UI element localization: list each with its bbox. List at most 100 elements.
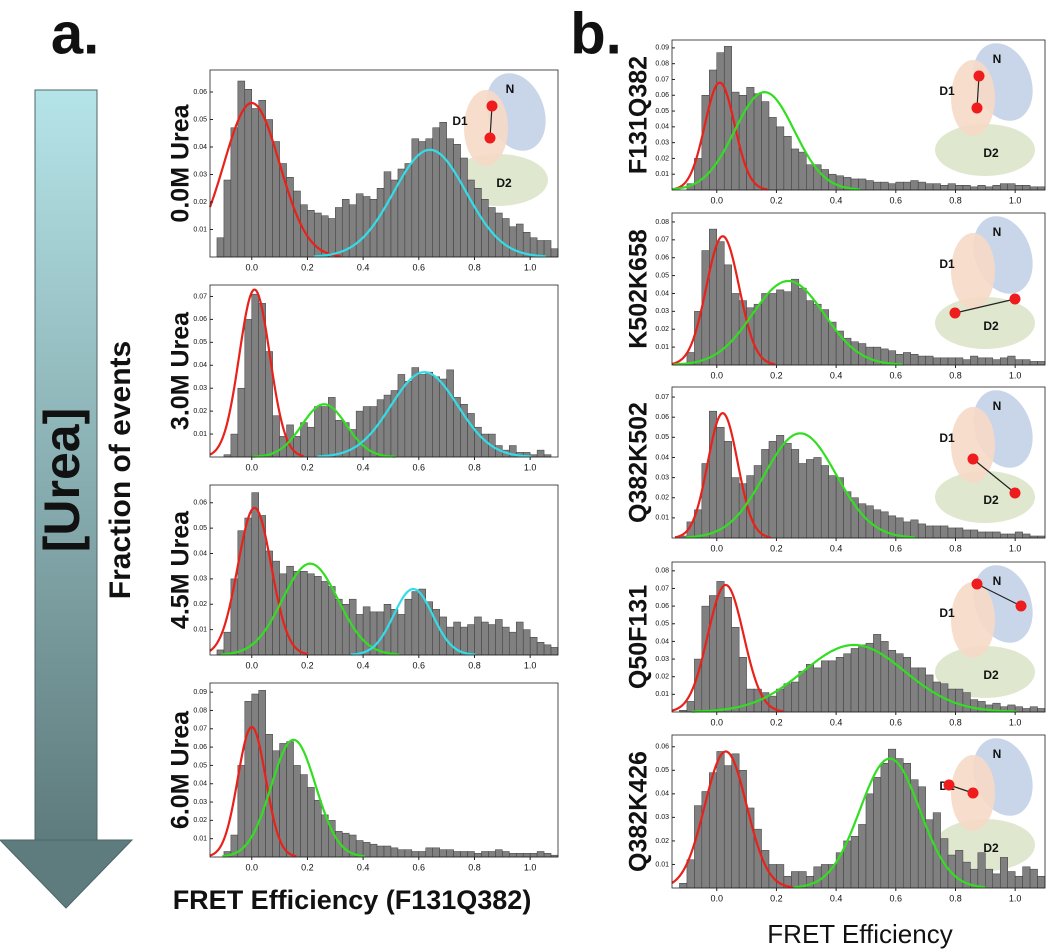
bar (1022, 708, 1031, 713)
y-tick-label: 0.02 (655, 838, 669, 845)
bar (731, 627, 740, 713)
bar (230, 578, 239, 656)
bar (880, 762, 889, 889)
domain-d2 (935, 471, 1035, 523)
x-tick-label: 1.0 (1009, 543, 1022, 553)
inset-label: D2 (983, 668, 999, 682)
y-tick-label: 0.07 (655, 394, 669, 401)
bar (903, 657, 911, 713)
inset-label: D2 (983, 319, 999, 333)
bar (481, 621, 489, 656)
bar (731, 477, 740, 539)
x-tick-label: 1.0 (1009, 370, 1022, 380)
inset-label: D2 (983, 841, 999, 855)
bar (932, 525, 941, 539)
bar (977, 357, 986, 366)
fit-curve (794, 757, 986, 889)
bar (850, 835, 859, 889)
bar (495, 212, 503, 258)
bar (761, 449, 770, 539)
y-tick-label: 0.05 (655, 272, 669, 279)
y-tick-label: 0.02 (655, 326, 669, 333)
bar (439, 378, 447, 458)
x-tick-label: 0.6 (413, 462, 426, 472)
bar (858, 824, 867, 889)
y-tick-label: 0.03 (655, 814, 669, 821)
x-tick-label: 1.0 (1009, 893, 1022, 903)
bar (686, 701, 695, 713)
bar (432, 127, 440, 258)
bar (783, 291, 792, 366)
bar (446, 369, 454, 458)
x-tick-label: 0.8 (468, 462, 481, 472)
bar (307, 573, 315, 656)
x-tick-label: 0.2 (301, 660, 314, 670)
bar (432, 847, 440, 858)
bar (716, 241, 725, 366)
x-tick-label: 1.0 (524, 862, 537, 872)
x-tick-label: 0.6 (890, 195, 903, 205)
y-tick-label: 0.06 (193, 89, 207, 96)
bar (418, 141, 427, 258)
y-tick-label: 0.05 (655, 621, 669, 628)
y-tick-label: 0.05 (655, 767, 669, 774)
bar (474, 188, 482, 258)
bar (947, 183, 956, 191)
x-tick-label: 0.0 (246, 862, 259, 872)
bar (509, 631, 517, 656)
bar (716, 52, 725, 191)
x-tick-label: 0.0 (711, 717, 724, 727)
bar (467, 851, 475, 858)
bar (910, 519, 919, 539)
urea-label: [Urea] (34, 408, 90, 552)
fit-curve (221, 562, 400, 656)
bar (230, 127, 239, 258)
domain-d2 (935, 646, 1035, 698)
y-tick-label: 0.06 (193, 316, 207, 323)
bar (850, 341, 859, 366)
plot-frame (209, 284, 559, 458)
y-tick-label: 0.01 (655, 861, 669, 868)
bar (515, 621, 524, 656)
plot-frame (209, 69, 559, 258)
y-tick-label: 0.07 (655, 76, 669, 83)
y-tick-label: 0.07 (193, 293, 207, 300)
bar (813, 667, 822, 713)
bar (453, 144, 461, 258)
bar (940, 357, 949, 366)
y-tick-label: 0.05 (193, 116, 207, 123)
inset-label: N (506, 82, 515, 96)
bar (686, 859, 695, 889)
inset-arrow (972, 458, 1016, 494)
bar (467, 624, 475, 656)
x-tick-label: 0.2 (301, 262, 314, 272)
bar (925, 674, 934, 713)
x-tick-label: 0.8 (468, 660, 481, 670)
bar (940, 525, 949, 539)
x-tick-label: 0.6 (890, 717, 903, 727)
bar (474, 616, 482, 656)
x-tick-label: 0.4 (357, 262, 370, 272)
bar (955, 527, 964, 539)
panel-label: b. (570, 1, 622, 66)
x-tick-label: 1.0 (524, 660, 537, 670)
y-tick-label: 0.04 (193, 550, 207, 557)
inset-label: N (993, 225, 1002, 239)
y-tick-label: 0.08 (655, 568, 669, 575)
bar (940, 185, 949, 191)
bar (1037, 361, 1046, 366)
bar (992, 873, 1001, 889)
bar (701, 250, 710, 366)
bar (404, 381, 413, 458)
bar (776, 126, 785, 191)
bar (335, 420, 343, 458)
y-tick-label: 0.01 (655, 171, 669, 178)
bar (376, 399, 385, 458)
y-tick-label: 0.04 (655, 454, 669, 461)
y-tick-label: 0.04 (655, 124, 669, 131)
bar (813, 457, 822, 539)
bar (917, 181, 926, 191)
bar (1007, 533, 1016, 539)
x-axis-title: FRET Efficiency (767, 919, 952, 949)
bar (307, 210, 315, 258)
